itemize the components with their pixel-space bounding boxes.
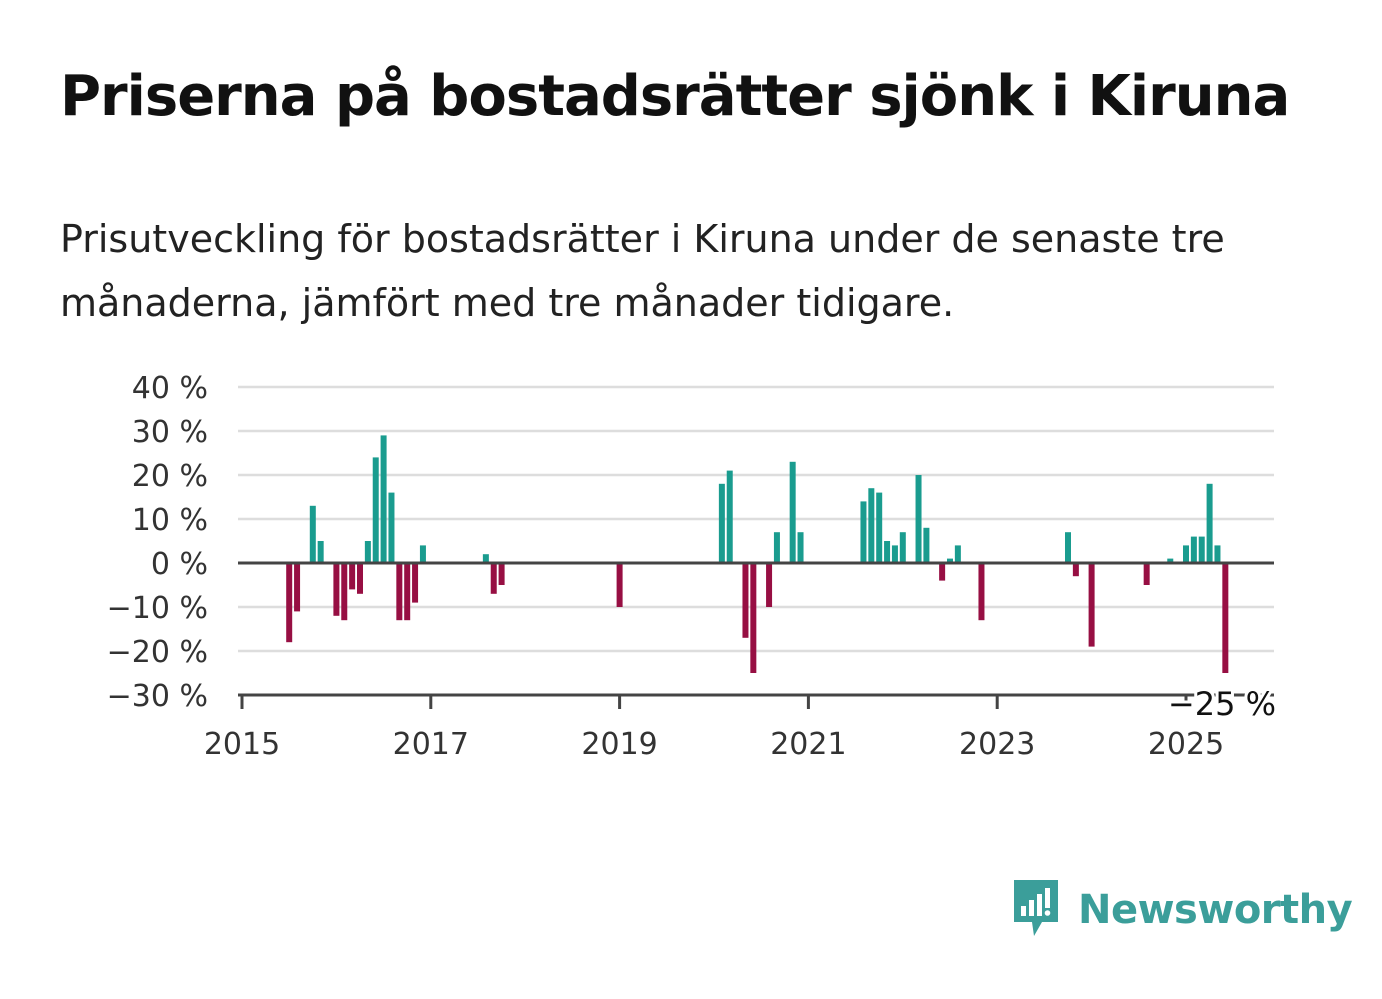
- bar: [899, 532, 906, 563]
- bar: [915, 475, 922, 563]
- y-tick-label: −20 %: [107, 635, 208, 670]
- bar: [616, 563, 623, 607]
- brand-logo: Newsworthy: [1010, 878, 1353, 942]
- bar: [726, 470, 733, 563]
- bar: [404, 563, 411, 621]
- bar: [1183, 545, 1189, 563]
- x-tick-label: 2023: [959, 727, 1035, 762]
- bar: [923, 527, 930, 563]
- brand-name: Newsworthy: [1078, 887, 1353, 933]
- y-tick-label: −30 %: [107, 679, 208, 714]
- x-tick-label: 2017: [393, 727, 469, 762]
- bar: [1198, 536, 1205, 563]
- bar: [718, 483, 725, 563]
- bar: [1167, 558, 1174, 563]
- bar: [317, 541, 324, 563]
- axes: [238, 561, 1274, 709]
- tick-labels: 40 % 30 % 20 % 10 % 0 % −10 % −20 % −30 % 2015 20…: [107, 371, 1279, 762]
- bar: [1190, 536, 1197, 563]
- x-tick-label: 2015: [204, 727, 280, 762]
- bar: [789, 461, 796, 563]
- bars: [286, 435, 1229, 673]
- bar: [333, 563, 340, 616]
- bar: [341, 563, 348, 621]
- x-tick-label: 2025: [1148, 727, 1224, 762]
- bar: [309, 505, 316, 563]
- bar: [750, 563, 757, 673]
- latest-value-label: −25 %: [1168, 685, 1276, 723]
- bar: [396, 563, 403, 621]
- bar: [773, 532, 780, 563]
- bar: [388, 492, 395, 563]
- bar: [380, 435, 387, 563]
- bar: [954, 545, 961, 563]
- bar: [490, 563, 497, 594]
- bar: [1065, 532, 1071, 563]
- bar: [891, 545, 898, 563]
- bar: [364, 541, 371, 563]
- bar: [1143, 563, 1150, 585]
- bar: [1214, 545, 1221, 563]
- newsworthy-logo-icon: [1010, 878, 1066, 942]
- bar: [412, 563, 419, 603]
- bar: [1088, 563, 1095, 647]
- bar: [1222, 563, 1229, 673]
- bar: [294, 563, 301, 612]
- bar: [357, 563, 363, 594]
- page-subtitle: Prisutveckling för bostadsrätter i Kirun…: [60, 217, 1225, 325]
- bar: [860, 501, 867, 563]
- y-tick-label: 0 %: [151, 547, 208, 582]
- bar: [419, 545, 426, 563]
- bar: [482, 554, 489, 563]
- bar: [372, 457, 379, 563]
- bar: [868, 488, 875, 563]
- bar: [939, 563, 946, 581]
- bar: [884, 541, 891, 563]
- y-tick-label: 30 %: [132, 415, 208, 450]
- bar: [498, 563, 505, 585]
- bar: [742, 563, 749, 638]
- bar: [349, 563, 356, 590]
- bar: [978, 563, 985, 621]
- bar: [286, 563, 293, 643]
- bar: [876, 492, 883, 563]
- x-tick-label: 2021: [770, 727, 846, 762]
- bar: [947, 558, 953, 563]
- y-tick-label: 10 %: [132, 503, 208, 538]
- y-tick-label: 40 %: [132, 371, 208, 406]
- bar: [766, 563, 773, 607]
- y-tick-label: 20 %: [132, 459, 208, 494]
- x-tick-label: 2019: [581, 727, 657, 762]
- page-title: Priserna på bostadsrätter sjönk i Kiruna: [60, 64, 1290, 129]
- bar: [1072, 563, 1079, 577]
- bar: [797, 532, 804, 563]
- bar: [1206, 483, 1213, 563]
- y-tick-label: −10 %: [107, 591, 208, 626]
